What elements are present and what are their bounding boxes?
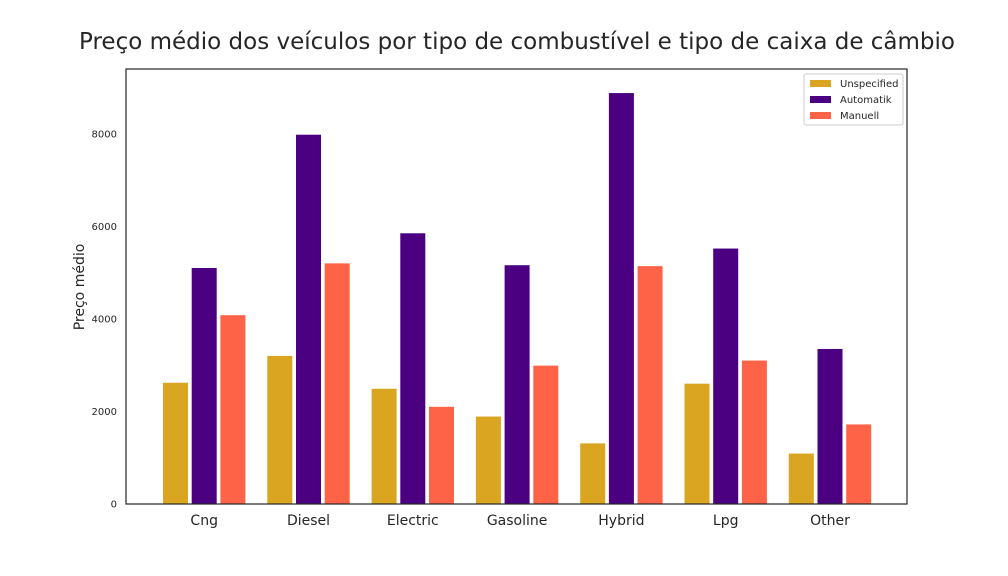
x-tick-label: Gasoline bbox=[487, 513, 548, 529]
bar-automatik-gasoline bbox=[504, 265, 530, 504]
bars bbox=[163, 93, 872, 504]
bar-manuell-gasoline bbox=[533, 365, 559, 504]
bar-automatik-hybrid bbox=[608, 93, 634, 504]
x-tick-label: Lpg bbox=[713, 513, 739, 529]
legend-label: Manuell bbox=[840, 111, 879, 122]
legend-label: Unspecified bbox=[840, 79, 898, 90]
bar-unspecified-electric bbox=[371, 388, 397, 504]
bar-manuell-other bbox=[846, 424, 872, 504]
legend-swatch bbox=[810, 80, 831, 87]
x-tick-label: Hybrid bbox=[598, 513, 644, 529]
bar-manuell-hybrid bbox=[637, 266, 663, 504]
legend-swatch bbox=[810, 96, 831, 103]
bar-unspecified-other bbox=[788, 453, 814, 504]
y-tick-label: 6000 bbox=[92, 222, 117, 233]
chart-title: Preço médio dos veículos por tipo de com… bbox=[79, 29, 955, 55]
y-tick-label: 8000 bbox=[92, 129, 117, 140]
bar-unspecified-lpg bbox=[684, 383, 710, 504]
y-axis-ticks: 0 2000 4000 6000 8000 bbox=[92, 129, 117, 510]
y-axis-label: Preço médio bbox=[72, 244, 88, 331]
bar-manuell-electric bbox=[429, 406, 454, 504]
y-tick-label: 4000 bbox=[92, 314, 117, 325]
legend-swatch bbox=[810, 112, 831, 119]
x-tick-label: Diesel bbox=[287, 513, 330, 529]
bar-unspecified-diesel bbox=[267, 355, 293, 504]
x-tick-label: Cng bbox=[190, 513, 218, 529]
legend-label: Automatik bbox=[840, 95, 892, 106]
y-tick-label: 2000 bbox=[92, 407, 117, 418]
plot-frame bbox=[125, 68, 908, 505]
legend: Unspecified Automatik Manuell bbox=[803, 73, 904, 126]
bar-unspecified-gasoline bbox=[475, 416, 501, 504]
bar-manuell-lpg bbox=[741, 360, 767, 504]
bar-manuell-diesel bbox=[324, 263, 350, 504]
bar-manuell-cng bbox=[220, 315, 246, 504]
bar-unspecified-hybrid bbox=[580, 443, 606, 504]
bar-automatik-other bbox=[817, 348, 843, 504]
bar-automatik-lpg bbox=[713, 248, 739, 504]
x-tick-label: Other bbox=[810, 513, 850, 529]
bar-automatik-cng bbox=[191, 267, 217, 504]
x-tick-label: Electric bbox=[387, 513, 439, 529]
bar-unspecified-cng bbox=[163, 382, 188, 504]
x-axis-ticks: Cng Diesel Electric Gasoline Hybrid Lpg Other bbox=[190, 513, 850, 529]
bar-automatik-diesel bbox=[296, 134, 321, 504]
bar-automatik-electric bbox=[400, 233, 426, 504]
y-tick-label: 0 bbox=[111, 500, 117, 511]
